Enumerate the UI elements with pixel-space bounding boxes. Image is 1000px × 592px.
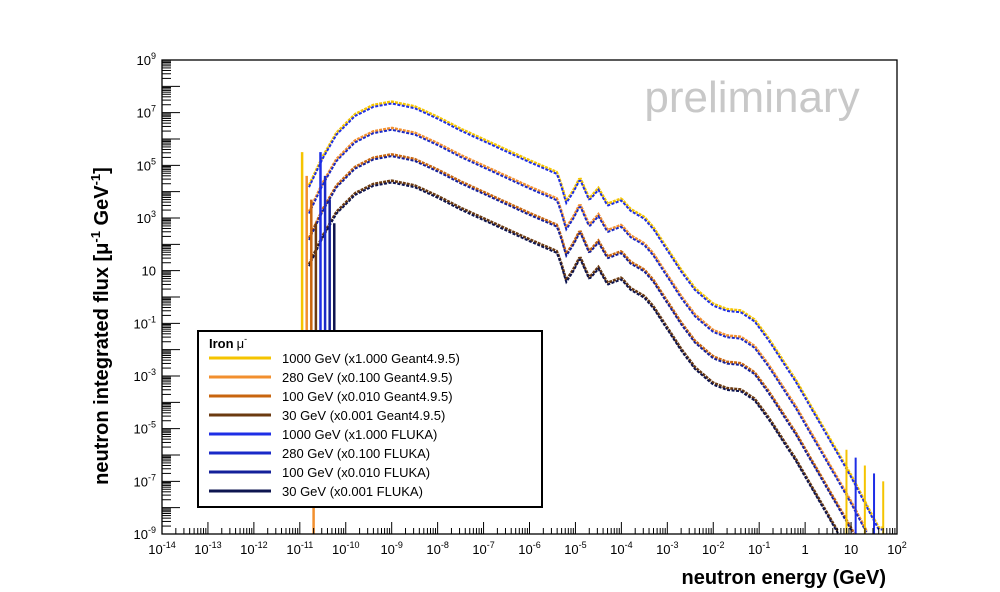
- y-tick-labels: 10-9 10-7 10-5 10-3 10-1 10 103 105 107 109: [134, 51, 156, 542]
- x-tick-label: 10-13: [194, 540, 221, 557]
- series-line-fluka-0: [308, 102, 883, 531]
- x-tick-label: 10-6: [518, 540, 540, 557]
- x-tick-label: 10-7: [472, 540, 494, 557]
- legend-label: 30 GeV (x0.001 FLUKA): [282, 484, 423, 499]
- legend-box: [197, 330, 543, 508]
- y-axis-title-sup1: -1: [88, 231, 103, 243]
- legend-label: 100 GeV (x0.010 FLUKA): [282, 465, 430, 480]
- y-tick-label: 10-7: [134, 472, 156, 489]
- y-tick-label: 107: [137, 104, 156, 121]
- x-tick-label: 10-8: [426, 540, 448, 557]
- y-axis-title-mid: GeV: [91, 185, 113, 231]
- y-tick-label: 10-9: [134, 525, 156, 542]
- y-tick-label: 10-3: [134, 367, 156, 384]
- x-tick-label: 10-12: [240, 540, 267, 557]
- y-tick-label: 10-1: [134, 314, 156, 331]
- y-tick-label: 10: [142, 264, 156, 279]
- y-tick-label: 105: [137, 156, 156, 173]
- x-tick-label: 10-9: [380, 540, 402, 557]
- legend-entries: 1000 GeV (x1.000 Geant4.9.5) 280 GeV (x0.…: [209, 351, 460, 499]
- series-line-geant-0: [307, 100, 883, 529]
- series-layer: [300, 100, 885, 534]
- series-line-fluka-2: [308, 155, 854, 533]
- legend-label: 30 GeV (x0.001 Geant4.9.5): [282, 408, 445, 423]
- legend-title-sup: -: [244, 334, 247, 344]
- y-axis-title: neutron integrated flux [μ-1 GeV-1]: [88, 167, 113, 485]
- y-axis-title-sup2: -1: [88, 174, 103, 186]
- x-tick-label: 10-10: [332, 540, 359, 557]
- x-tick-label: 10-1: [748, 540, 770, 557]
- y-tick-label: 103: [137, 209, 156, 226]
- ticks-layer: [161, 59, 898, 535]
- series-line-fluka-1: [308, 128, 868, 534]
- y-axis-title-pre: neutron integrated flux [μ: [91, 243, 113, 485]
- legend-label: 100 GeV (x0.010 Geant4.9.5): [282, 389, 453, 404]
- legend-title-particle: μ: [237, 336, 245, 351]
- x-tick-label: 10-5: [564, 540, 586, 557]
- legend-label: 1000 GeV (x1.000 FLUKA): [282, 427, 437, 442]
- series-line-geant-3: [307, 179, 840, 533]
- legend-label: 280 GeV (x0.100 FLUKA): [282, 446, 430, 461]
- legend-title-word: Iron: [209, 336, 234, 351]
- legend-title: Iron μ-: [209, 334, 247, 351]
- y-tick-label: 10-5: [134, 420, 156, 437]
- y-tick-label: 109: [137, 51, 156, 68]
- x-axis-title: neutron energy (GeV): [682, 567, 886, 589]
- preliminary-annotation: preliminary: [644, 73, 859, 122]
- x-tick-label: 10-2: [702, 540, 724, 557]
- x-tick-label: 10-14: [148, 540, 175, 557]
- x-tick-label: 10: [844, 542, 858, 557]
- x-tick-label: 102: [887, 540, 906, 557]
- x-tick-label: 10-11: [286, 540, 313, 557]
- x-tick-labels: 10-14 10-13 10-12 10-11 10-10 10-9 10-8 10-7 10-…: [148, 540, 906, 557]
- x-tick-label: 1: [802, 542, 809, 557]
- series-line-fluka-3: [308, 181, 839, 534]
- x-tick-label: 10-3: [656, 540, 678, 557]
- legend: Iron μ- 1000 GeV (x1.000 Geant4.9.5) 280 G…: [197, 330, 543, 508]
- legend-label: 1000 GeV (x1.000 Geant4.9.5): [282, 351, 460, 366]
- legend-label: 280 GeV (x0.100 Geant4.9.5): [282, 370, 453, 385]
- x-tick-label: 10-4: [610, 540, 632, 557]
- y-axis-title-post: ]: [91, 167, 113, 174]
